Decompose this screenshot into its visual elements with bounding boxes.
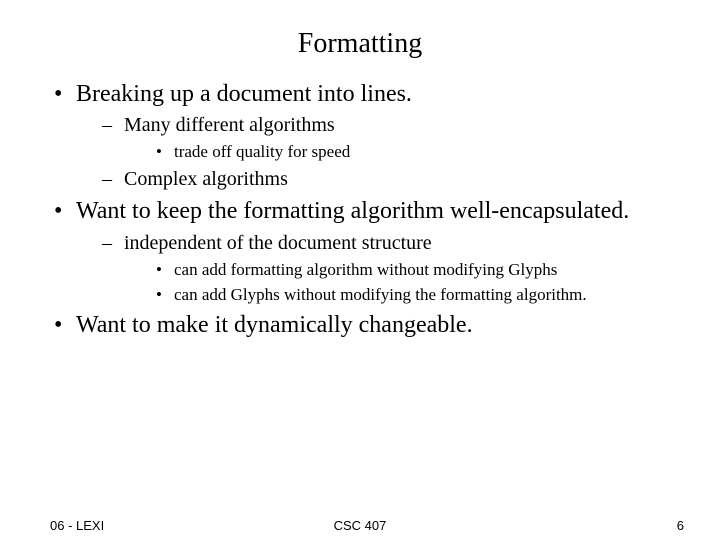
- bullet-text: Breaking up a document into lines.: [76, 81, 412, 107]
- bullet-text: can add formatting algorithm without mod…: [174, 260, 557, 279]
- bullet-text: Complex algorithms: [124, 168, 288, 190]
- bullet-l3: can add formatting algorithm without mod…: [152, 259, 680, 282]
- bullet-list-l1: Breaking up a document into lines. Many …: [50, 78, 680, 341]
- bullet-l1: Want to make it dynamically changeable.: [50, 309, 680, 341]
- bullet-list-l2: independent of the document structure ca…: [76, 230, 680, 307]
- slide-content: Breaking up a document into lines. Many …: [0, 78, 720, 341]
- bullet-list-l3: trade off quality for speed: [124, 141, 680, 164]
- bullet-text: independent of the document structure: [124, 232, 432, 254]
- bullet-l3: can add Glyphs without modifying the for…: [152, 284, 680, 307]
- bullet-list-l3: can add formatting algorithm without mod…: [124, 259, 680, 307]
- bullet-text: can add Glyphs without modifying the for…: [174, 285, 587, 304]
- bullet-l1: Want to keep the formatting algorithm we…: [50, 195, 680, 306]
- bullet-text: trade off quality for speed: [174, 142, 350, 161]
- slide: Formatting Breaking up a document into l…: [0, 0, 720, 540]
- bullet-l1: Breaking up a document into lines. Many …: [50, 78, 680, 193]
- bullet-l2: independent of the document structure ca…: [96, 230, 680, 307]
- bullet-l2: Many different algorithms trade off qual…: [96, 112, 680, 164]
- footer-right: 6: [677, 518, 684, 533]
- footer-center: CSC 407: [0, 518, 720, 533]
- bullet-l2: Complex algorithms: [96, 166, 680, 193]
- slide-title: Formatting: [0, 0, 720, 78]
- bullet-l3: trade off quality for speed: [152, 141, 680, 164]
- bullet-text: Many different algorithms: [124, 114, 335, 136]
- bullet-list-l2: Many different algorithms trade off qual…: [76, 112, 680, 193]
- bullet-text: Want to make it dynamically changeable.: [76, 312, 473, 338]
- bullet-text: Want to keep the formatting algorithm we…: [76, 198, 629, 224]
